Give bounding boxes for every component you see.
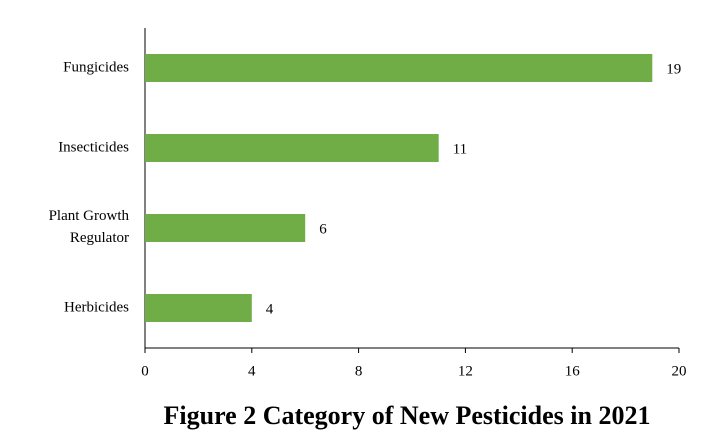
data-label: 6 <box>319 221 327 237</box>
bar <box>145 134 439 162</box>
x-tick-label: 8 <box>355 363 363 379</box>
x-tick-label: 16 <box>565 363 581 379</box>
x-tick-label: 12 <box>458 363 473 379</box>
y-tick-label: Insecticides <box>58 139 129 155</box>
y-tick-label: Fungicides <box>63 59 129 75</box>
y-tick-label: Plant Growth Regulator <box>49 208 130 246</box>
data-label: 4 <box>266 301 274 317</box>
y-tick-label: Herbicides <box>64 299 129 315</box>
x-tick-label: 0 <box>141 363 149 379</box>
data-label: 19 <box>666 61 681 77</box>
bar <box>145 214 306 242</box>
chart-title: Figure 2 Category of New Pesticides in 2… <box>164 401 651 430</box>
bar <box>145 54 653 82</box>
x-tick-label: 20 <box>672 363 687 379</box>
bar <box>145 294 252 322</box>
x-tick-label: 4 <box>248 363 256 379</box>
data-label: 11 <box>453 141 467 157</box>
